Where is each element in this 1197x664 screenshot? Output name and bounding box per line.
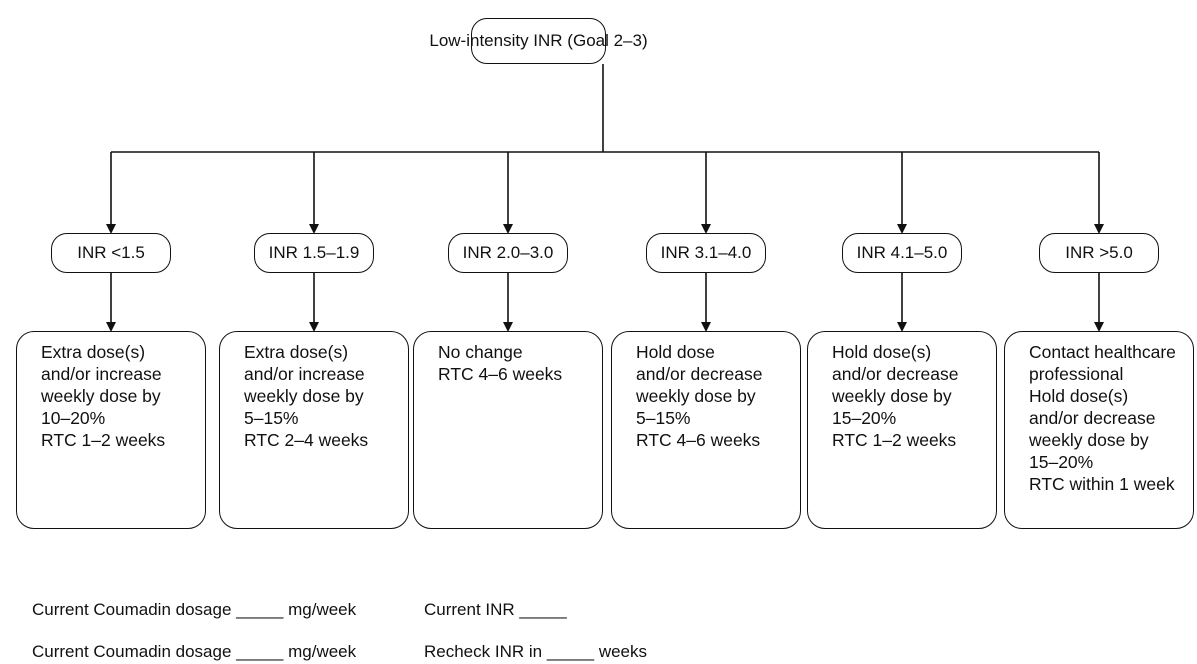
action-line: 5–15% [636,408,691,428]
action-line: RTC 1–2 weeks [41,430,166,450]
action-line: weekly dose by [832,386,952,406]
action-line: Hold dose [636,342,715,362]
inr-range-label: INR >5.0 [1065,243,1133,262]
inr-range-label: INR <1.5 [77,243,145,262]
action-line: 15–20% [1029,452,1094,472]
action-line: weekly dose by [244,386,364,406]
inr-range-label: INR 1.5–1.9 [268,243,360,262]
inr-range-node: INR 1.5–1.9 [254,233,374,273]
root-node: Low-intensity INR (Goal 2–3) [429,18,648,64]
action-box: Hold dose(s) and/or decrease weekly dose b… [807,331,997,529]
action-line: RTC 1–2 weeks [832,430,957,450]
action-box: Extra dose(s) and/or increase weekly dose … [219,331,409,529]
action-line: and/or decrease [1029,408,1156,428]
action-line: Hold dose(s) [832,342,932,362]
action-line: and/or increase [41,364,162,384]
action-box: No change RTC 4–6 weeks [413,331,603,529]
action-line: RTC 4–6 weeks [438,364,563,384]
action-box: Hold dose and/or decrease weekly dose by 5–… [611,331,801,529]
action-line: 15–20% [832,408,897,428]
action-line: Extra dose(s) [244,342,349,362]
inr-range-node: INR 4.1–5.0 [842,233,962,273]
action-line: weekly dose by [1029,430,1149,450]
inr-range-label: INR 2.0–3.0 [462,243,554,262]
action-line: and/or decrease [636,364,763,384]
action-line: Contact healthcare [1029,342,1176,362]
action-line: Extra dose(s) [41,342,146,362]
inr-range-label: INR 3.1–4.0 [660,243,752,262]
inr-range-node: INR 3.1–4.0 [646,233,766,273]
action-line: RTC 4–6 weeks [636,430,761,450]
form-row-1-left: Current Coumadin dosage _____ mg/week [32,600,357,619]
form-row-1-right: Current INR _____ [424,600,567,619]
action-line: Hold dose(s) [1029,386,1129,406]
action-line: and/or decrease [832,364,959,384]
action-line: weekly dose by [41,386,161,406]
inr-range-node: INR 2.0–3.0 [448,233,568,273]
action-line: weekly dose by [636,386,756,406]
action-line: and/or increase [244,364,365,384]
action-line: 10–20% [41,408,106,428]
form-row-2-left: Current Coumadin dosage _____ mg/week [32,642,357,661]
root-label: Low-intensity INR (Goal 2–3) [429,31,648,50]
inr-range-node: INR <1.5 [51,233,171,273]
inr-range-label: INR 4.1–5.0 [856,243,948,262]
action-line: RTC 2–4 weeks [244,430,369,450]
action-box: Contact healthcare professional Hold dose(… [1004,331,1194,529]
action-line: RTC within 1 week [1029,474,1175,494]
action-line: No change [438,342,523,362]
action-box: Extra dose(s) and/or increase weekly dose … [16,331,206,529]
action-line: 5–15% [244,408,299,428]
form-row-2-right: Recheck INR in _____ weeks [424,642,648,661]
inr-range-node: INR >5.0 [1039,233,1159,273]
action-line: professional [1029,364,1124,384]
